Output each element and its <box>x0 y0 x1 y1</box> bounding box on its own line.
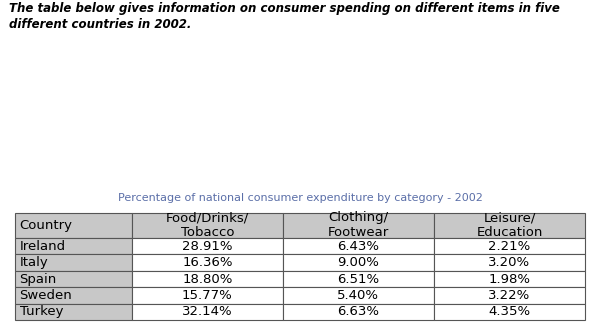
Bar <box>15 254 132 271</box>
Bar <box>132 271 283 287</box>
Text: 4.35%: 4.35% <box>488 306 530 318</box>
Bar <box>283 287 434 304</box>
Text: Sweden: Sweden <box>20 289 73 302</box>
Bar <box>132 287 283 304</box>
Text: 15.77%: 15.77% <box>182 289 233 302</box>
Text: Percentage of national consumer expenditure by category - 2002: Percentage of national consumer expendit… <box>118 193 482 203</box>
Bar <box>434 213 585 238</box>
Bar <box>132 304 283 320</box>
Text: The table below gives information on consumer spending on different items in fiv: The table below gives information on con… <box>9 2 560 31</box>
Text: Clothing/
Footwear: Clothing/ Footwear <box>328 212 389 240</box>
Bar <box>132 254 283 271</box>
Text: 18.80%: 18.80% <box>182 273 233 286</box>
Text: Turkey: Turkey <box>20 306 63 318</box>
Text: Leisure/
Education: Leisure/ Education <box>476 212 542 240</box>
Text: 2.21%: 2.21% <box>488 240 530 253</box>
Text: Food/Drinks/
Tobacco: Food/Drinks/ Tobacco <box>166 212 249 240</box>
Bar <box>15 213 132 238</box>
Bar <box>283 271 434 287</box>
Bar <box>434 238 585 254</box>
Bar <box>283 304 434 320</box>
Bar <box>15 271 132 287</box>
Bar <box>15 304 132 320</box>
Text: 9.00%: 9.00% <box>337 256 379 269</box>
Bar <box>283 254 434 271</box>
Bar <box>283 238 434 254</box>
Text: 6.43%: 6.43% <box>337 240 379 253</box>
Bar <box>132 238 283 254</box>
Text: 3.22%: 3.22% <box>488 289 530 302</box>
Text: 32.14%: 32.14% <box>182 306 233 318</box>
Bar <box>434 271 585 287</box>
Bar <box>132 213 283 238</box>
Text: Italy: Italy <box>20 256 49 269</box>
Text: Ireland: Ireland <box>20 240 65 253</box>
Text: Country: Country <box>20 219 73 232</box>
Bar <box>434 254 585 271</box>
Text: 6.51%: 6.51% <box>337 273 379 286</box>
Bar <box>434 287 585 304</box>
Text: 6.63%: 6.63% <box>337 306 379 318</box>
Text: 5.40%: 5.40% <box>337 289 379 302</box>
Text: 1.98%: 1.98% <box>488 273 530 286</box>
Bar <box>434 304 585 320</box>
Bar <box>283 213 434 238</box>
Text: 28.91%: 28.91% <box>182 240 233 253</box>
Text: Spain: Spain <box>20 273 57 286</box>
Text: 3.20%: 3.20% <box>488 256 530 269</box>
Bar <box>15 238 132 254</box>
Bar <box>15 287 132 304</box>
Text: 16.36%: 16.36% <box>182 256 233 269</box>
